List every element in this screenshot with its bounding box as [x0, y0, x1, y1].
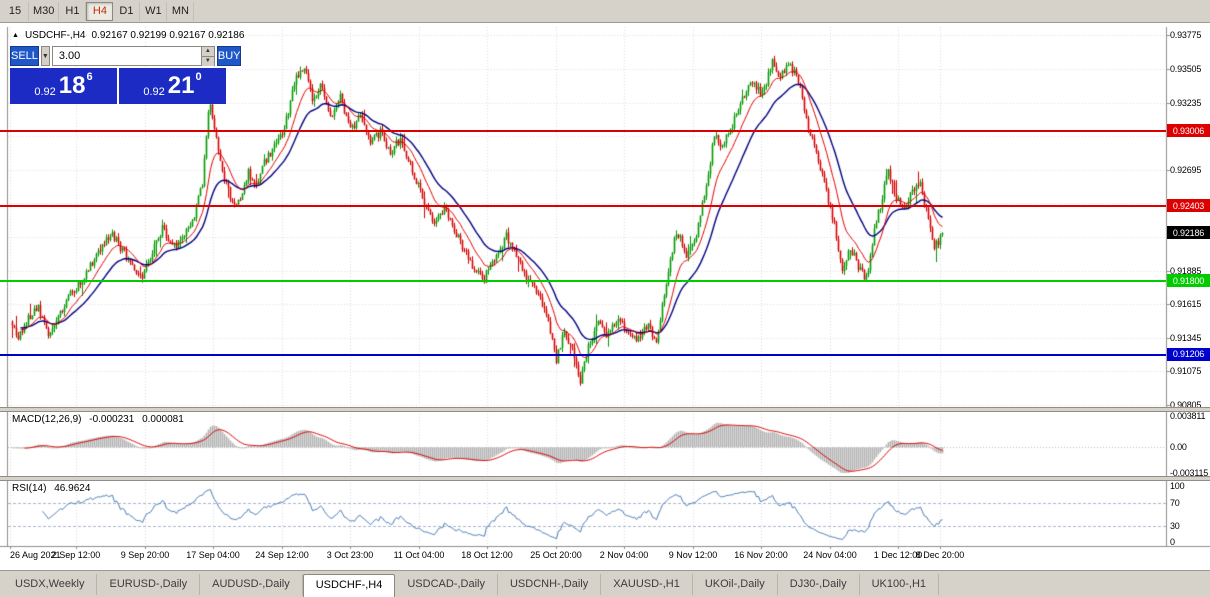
- time-axis-label: 1 Dec 12:00: [873, 550, 923, 560]
- panel-divider[interactable]: [0, 476, 1210, 481]
- buy-button[interactable]: BUY: [216, 46, 242, 66]
- chart-tabbar: USDX,Weekly EURUSD-,Daily AUDUSD-,Daily USD…: [0, 570, 1210, 597]
- chart-tab-xauusd-h1[interactable]: XAUUSD-,H1: [601, 574, 693, 595]
- timeframe-button-mn[interactable]: MN: [167, 1, 195, 21]
- price-axis-label: 0.91075: [1170, 366, 1202, 377]
- one-click-trading-panel: SELL ▼ ▲ ▼ BUY 0.92 18 6 0.92 21 0: [10, 46, 242, 104]
- sell-price-big-digits: 18: [58, 72, 86, 99]
- time-axis-label: 24 Sep 12:00: [255, 550, 309, 560]
- level-price-badge: 0.93006: [1167, 124, 1210, 138]
- buy-price-big-digits: 21: [167, 72, 195, 99]
- timeframe-button-w1[interactable]: W1: [140, 1, 168, 21]
- chart-tab-eurusd-daily[interactable]: EURUSD-,Daily: [97, 574, 201, 595]
- chart-tab-usdcad-daily[interactable]: USDCAD-,Daily: [395, 574, 498, 595]
- time-axis-label: 17 Sep 04:00: [186, 550, 240, 560]
- rsi-axis-label: 100: [1170, 481, 1185, 491]
- chart-tab-audusd-daily[interactable]: AUDUSD-,Daily: [200, 574, 303, 595]
- time-axis-label: 24 Nov 04:00: [803, 550, 857, 560]
- timeframe-button-h4[interactable]: H4: [86, 1, 114, 21]
- timeframe-button-m30[interactable]: M30: [29, 1, 60, 21]
- time-axis-label: 9 Sep 20:00: [120, 550, 170, 560]
- rsi-name: RSI(14): [12, 483, 47, 494]
- level-price-badge: 0.91800: [1167, 274, 1210, 288]
- price-axis-label: 0.91885: [1170, 265, 1202, 276]
- timeframe-button-d1[interactable]: D1: [113, 1, 141, 21]
- lot-size-field: ▲ ▼: [51, 46, 215, 66]
- current-price-badge: 0.92186: [1167, 226, 1210, 240]
- buy-price-display[interactable]: 0.92 21 0: [119, 68, 226, 104]
- time-axis-label: 18 Oct 12:00: [461, 550, 513, 560]
- rsi-axis-label: 70: [1170, 498, 1180, 509]
- lot-increase-button[interactable]: ▲: [201, 47, 214, 57]
- lot-decrease-button[interactable]: ▼: [201, 57, 214, 66]
- price-axis-label: 0.91345: [1170, 332, 1202, 343]
- macd-label: MACD(12,26,9) -0.000231 0.000081: [12, 414, 189, 425]
- trade-panel-top-row: SELL ▼ ▲ ▼ BUY: [10, 46, 242, 66]
- chart-tab-usdchf-h4[interactable]: USDCHF-,H4: [302, 574, 396, 597]
- time-axis-label: 25 Oct 20:00: [530, 550, 582, 560]
- time-axis-label: 8 Dec 20:00: [915, 550, 965, 560]
- price-axis-label: 0.93235: [1170, 97, 1202, 108]
- chart-tab-uk100-h1[interactable]: UK100-,H1: [860, 574, 940, 595]
- horizontal-level-line[interactable]: [0, 353, 1166, 356]
- price-axis-label: 0.92695: [1170, 164, 1202, 175]
- buy-price-prefix: 0.92: [143, 86, 165, 98]
- rsi-axis-label: 0: [1170, 537, 1175, 547]
- horizontal-level-line[interactable]: [0, 205, 1166, 208]
- timeframe-toolbar: 15 M30 H1 H4 D1 W1 MN: [0, 0, 1210, 23]
- chart-symbol-period: USDCHF-,H4: [24, 30, 86, 41]
- sell-price-display[interactable]: 0.92 18 6: [10, 68, 117, 104]
- buy-price-pip-digit: 0: [195, 71, 202, 83]
- collapse-trade-panel-icon[interactable]: ▲: [12, 31, 19, 39]
- chart-tab-usdx-weekly[interactable]: USDX,Weekly: [3, 574, 98, 595]
- time-axis-label: 3 Oct 23:00: [326, 550, 374, 560]
- chart-ohlc: 0.92167 0.92199 0.92167 0.92186: [91, 30, 245, 41]
- macd-axis-label: 0.00: [1170, 442, 1187, 453]
- time-axis-label: 26 Aug 2021: [10, 550, 61, 560]
- rsi-label: RSI(14) 46.9624: [12, 483, 95, 494]
- macd-main-value: -0.000231: [89, 414, 135, 425]
- timeframe-button-15[interactable]: 15: [2, 1, 29, 21]
- price-axis-label: 0.91615: [1170, 299, 1202, 310]
- sell-price-prefix: 0.92: [34, 86, 56, 98]
- lot-spinner: ▲ ▼: [200, 47, 214, 66]
- chart-tab-dj30-daily[interactable]: DJ30-,Daily: [778, 574, 860, 595]
- time-axis-label: 11 Oct 04:00: [393, 550, 445, 560]
- price-axis-label: 0.93775: [1170, 30, 1202, 41]
- chart-title: ▲ USDCHF-,H4 0.92167 0.92199 0.92167 0.9…: [12, 30, 244, 41]
- time-axis-label: 2 Nov 04:00: [599, 550, 649, 560]
- lot-size-input[interactable]: [52, 47, 201, 65]
- lot-dropdown-button[interactable]: ▼: [40, 46, 50, 66]
- rsi-value: 46.9624: [54, 483, 91, 494]
- sell-button[interactable]: SELL: [10, 46, 39, 66]
- price-axis-label: 0.93505: [1170, 63, 1202, 74]
- time-axis-label: 2 Sep 12:00: [51, 550, 101, 560]
- horizontal-level-line[interactable]: [0, 280, 1166, 283]
- panel-divider[interactable]: [0, 407, 1210, 412]
- level-price-badge: 0.92403: [1167, 199, 1210, 213]
- sell-price-pip-digit: 6: [86, 71, 93, 83]
- time-axis-label: 9 Nov 12:00: [668, 550, 718, 560]
- macd-name: MACD(12,26,9): [12, 414, 82, 425]
- macd-axis-label: -0.003115: [1170, 468, 1209, 478]
- chart-tab-ukoil-daily[interactable]: UKOil-,Daily: [693, 574, 778, 595]
- macd-axis-label: 0.003811: [1170, 411, 1206, 421]
- level-price-badge: 0.91206: [1167, 347, 1210, 361]
- horizontal-level-line[interactable]: [0, 130, 1166, 133]
- timeframe-button-h1[interactable]: H1: [59, 1, 87, 21]
- rsi-axis-label: 30: [1170, 520, 1180, 531]
- price-axis-label: 0.90805: [1170, 399, 1202, 410]
- chart-tab-usdcnh-daily[interactable]: USDCNH-,Daily: [498, 574, 602, 595]
- macd-signal-value: 0.000081: [142, 414, 184, 425]
- trade-panel-price-row: 0.92 18 6 0.92 21 0: [10, 68, 226, 104]
- time-axis-label: 16 Nov 20:00: [734, 550, 788, 560]
